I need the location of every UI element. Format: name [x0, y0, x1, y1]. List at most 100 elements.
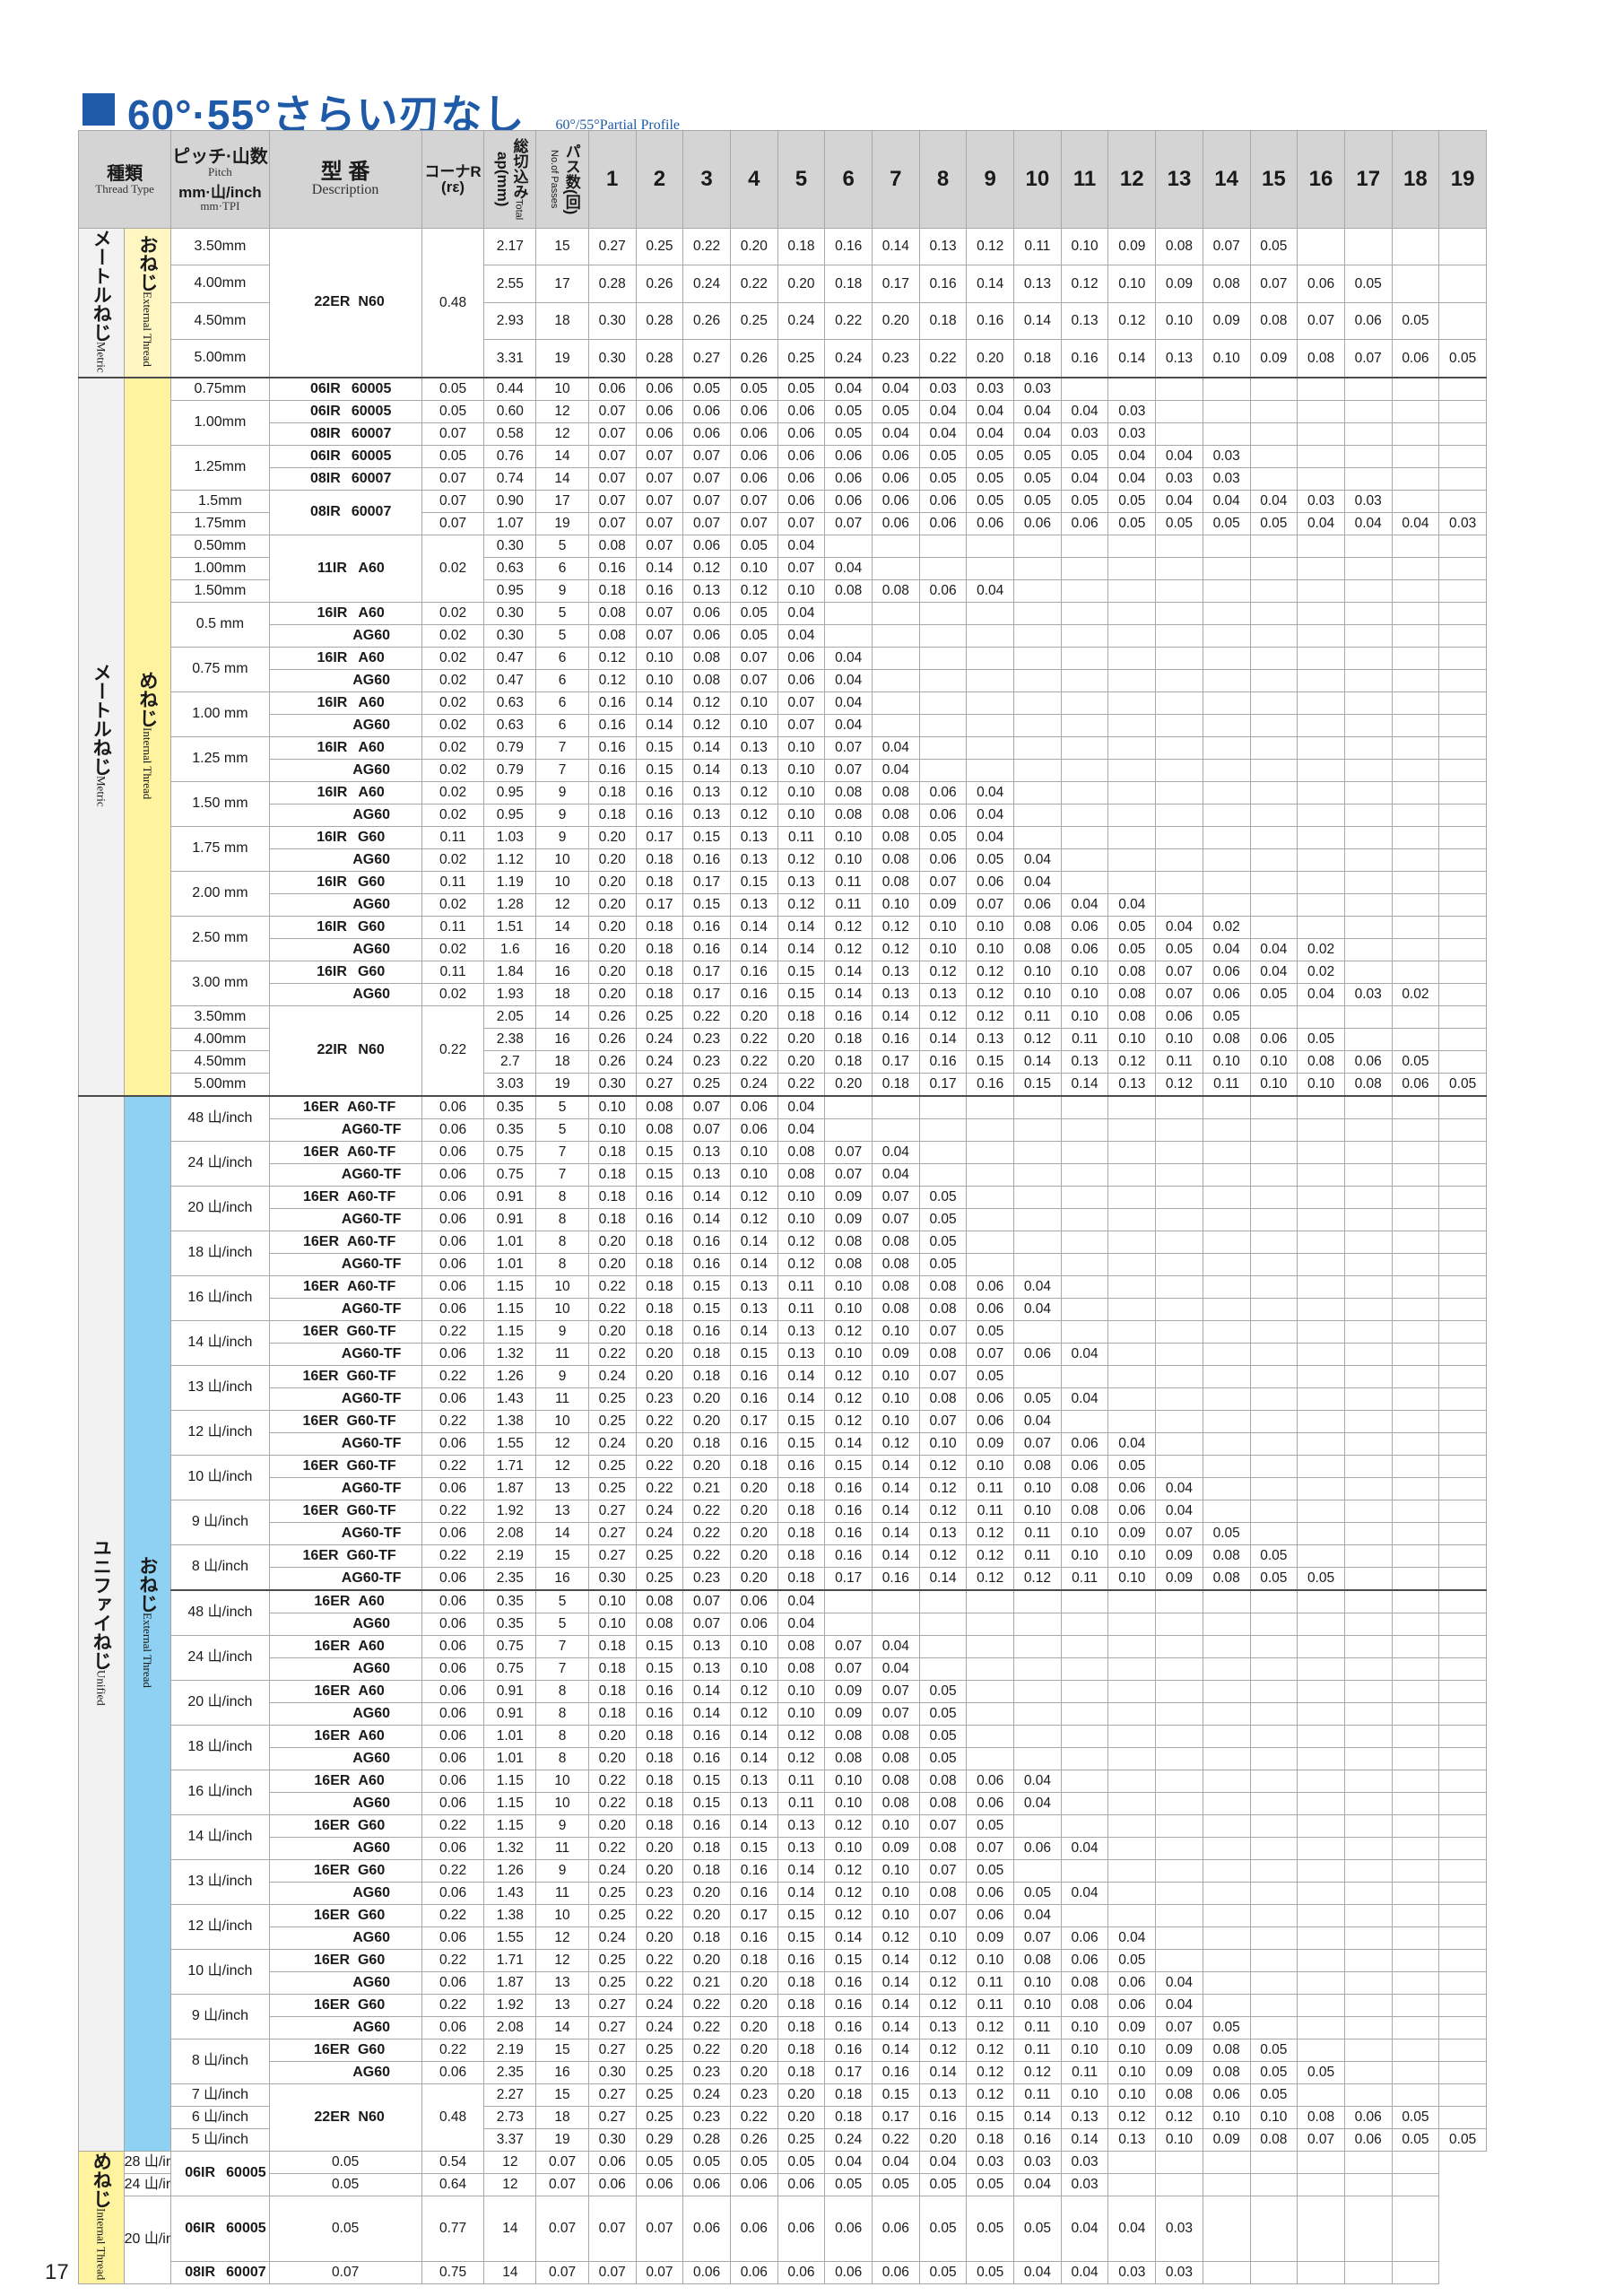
- model-cell: 16ER G60-TF: [268, 1544, 422, 1568]
- total-depth-cell: 0.95: [483, 578, 537, 603]
- total-depth-cell: 0.64: [421, 2172, 485, 2196]
- pass-value-cell: 0.12: [1060, 265, 1109, 303]
- table-row: 1.00 mm 16IR A60 0.02 0.63 6 0.16 0.14 0.12 0.10 0…: [79, 691, 1487, 737]
- pass-value-cell: 0.06: [966, 1297, 1015, 1321]
- pass-value-cell: [1249, 1162, 1298, 1187]
- category-metric: メートルねじMetric: [78, 227, 125, 378]
- pass-value-cell: 0.14: [682, 1185, 731, 1209]
- pitch-cell: 1.00 mm: [170, 691, 270, 737]
- model-cell: AG60: [268, 1926, 422, 1950]
- pass-value-cell: 0.22: [635, 1454, 684, 1478]
- pass-value-cell: [1438, 1409, 1487, 1433]
- header-total-depth: 総切込みTotal ap(mm): [483, 130, 537, 229]
- pass-value-cell: [1107, 1207, 1157, 1231]
- pass-value-cell: 0.27: [587, 2083, 637, 2107]
- pass-value-cell: 0.04: [872, 2150, 920, 2174]
- passes-cell: 11: [535, 1387, 589, 1411]
- pass-value-cell: [1202, 376, 1251, 401]
- pass-value-cell: 0.18: [635, 1746, 684, 1770]
- pass-value-cell: 0.12: [918, 2038, 968, 2062]
- total-depth-cell: 2.27: [483, 2083, 537, 2107]
- pass-value-cell: [1297, 1118, 1345, 1142]
- pass-value-cell: 0.05: [966, 848, 1015, 872]
- pass-value-cell: [1155, 780, 1203, 804]
- pass-value-cell: [918, 601, 968, 625]
- pass-value-cell: [1343, 1903, 1393, 1927]
- pass-value-cell: 0.20: [587, 982, 637, 1006]
- pass-value-cell: [1343, 2195, 1393, 2262]
- pass-value-cell: 0.14: [918, 1027, 968, 1051]
- model-suffix: G60-TF: [346, 1368, 396, 1384]
- total-depth-cell: 2.17: [483, 227, 537, 266]
- pass-value-cell: 0.11: [777, 825, 826, 849]
- model-suffix: A60-TF: [346, 1233, 396, 1249]
- pass-value-cell: 0.16: [872, 2060, 920, 2084]
- corner-r-cell: 0.07: [421, 511, 485, 535]
- pass-value-cell: 0.22: [587, 1342, 637, 1366]
- pass-value-cell: [1060, 848, 1109, 872]
- pass-value-cell: [1343, 1724, 1393, 1748]
- pass-value-cell: [1343, 1679, 1393, 1703]
- pass-value-cell: [1343, 1252, 1393, 1276]
- pass-value-cell: [1202, 2150, 1251, 2174]
- pass-value-cell: 0.13: [682, 780, 731, 804]
- pass-value-cell: [1107, 691, 1157, 715]
- pass-value-cell: 0.16: [682, 1746, 731, 1770]
- pass-value-cell: 0.05: [918, 1746, 968, 1770]
- pass-value-cell: 0.06: [872, 444, 920, 468]
- pass-value-cell: 0.10: [729, 1657, 778, 1681]
- pass-value-cell: [1202, 1118, 1251, 1142]
- table-row: メートルねじMetric おねじExternal Thread 3.50mm 22ER…: [78, 227, 1487, 378]
- passes-cell: 7: [535, 1140, 589, 1164]
- pass-value-cell: [1249, 780, 1298, 804]
- table-row: 16 山/inch 16ER A60 0.06 1.15 10 0.22 0.18 0.15 0.…: [79, 1769, 1487, 1815]
- pass-value-cell: 0.08: [777, 1140, 826, 1164]
- pass-value-cell: 0.04: [1060, 466, 1109, 491]
- pass-value-cell: 0.08: [1249, 301, 1298, 340]
- pass-value-cell: [1391, 1769, 1440, 1793]
- pass-value-cell: 0.03: [1107, 422, 1157, 446]
- model-suffix: AG60-TF: [341, 1300, 402, 1317]
- pass-value-cell: [1297, 1769, 1345, 1793]
- model-cell: AG60: [268, 2060, 422, 2084]
- category-metric-label: メートルねじMetric: [91, 230, 111, 373]
- table-row: 7 山/inch 22ER N60 0.48 2.27 15 0.27 0.25 0.24 0.2…: [79, 2083, 1487, 2152]
- model-prefix: 06IR: [309, 448, 341, 464]
- pass-value-cell: 0.16: [777, 1454, 826, 1478]
- pass-value-cell: 0.14: [729, 1813, 778, 1838]
- pass-value-cell: 0.06: [587, 376, 637, 401]
- pass-value-cell: 0.12: [966, 1566, 1015, 1591]
- pass-value-cell: [1297, 1185, 1345, 1209]
- model-cell: 08IR 60007: [268, 466, 422, 491]
- pass-value-cell: 0.16: [1013, 2127, 1062, 2152]
- corner-r-cell: 0.05: [421, 399, 485, 423]
- pass-value-cell: [824, 601, 873, 625]
- pass-value-cell: [1343, 1813, 1393, 1838]
- pass-value-cell: 0.02: [1391, 982, 1440, 1006]
- pass-value-cell: 0.27: [587, 1521, 637, 1545]
- subcategory-external-jp: おねじ: [136, 1555, 158, 1613]
- pass-value-cell: [1343, 1342, 1393, 1366]
- pass-value-cell: [1343, 735, 1393, 760]
- pass-value-cell: [1438, 534, 1487, 558]
- pass-value-cell: [1343, 1319, 1393, 1344]
- pass-value-cell: 0.14: [1013, 301, 1062, 340]
- pass-value-cell: [1343, 1836, 1393, 1860]
- pass-value-cell: 0.05: [824, 399, 873, 423]
- pass-value-cell: [1438, 1230, 1487, 1254]
- pass-value-cell: 0.11: [777, 1769, 826, 1793]
- model-suffix: 60007: [351, 504, 392, 520]
- pass-value-cell: 0.24: [682, 265, 731, 303]
- pass-value-cell: 0.05: [824, 2172, 873, 2196]
- pass-value-cell: 0.22: [824, 301, 873, 340]
- pitch-cell: 1.25mm: [170, 444, 270, 491]
- pass-value-cell: 0.20: [729, 1566, 778, 1591]
- pitch-cell: 0.50mm: [170, 534, 270, 558]
- pass-value-cell: [1249, 2260, 1298, 2284]
- pass-value-cell: 0.06: [824, 444, 873, 468]
- passes-cell: 12: [483, 2150, 537, 2174]
- pass-value-cell: 0.05: [1391, 301, 1440, 340]
- page-number: 17: [45, 2260, 69, 2284]
- total-depth-cell: 1.01: [483, 1746, 537, 1770]
- pass-value-cell: [1202, 1364, 1251, 1388]
